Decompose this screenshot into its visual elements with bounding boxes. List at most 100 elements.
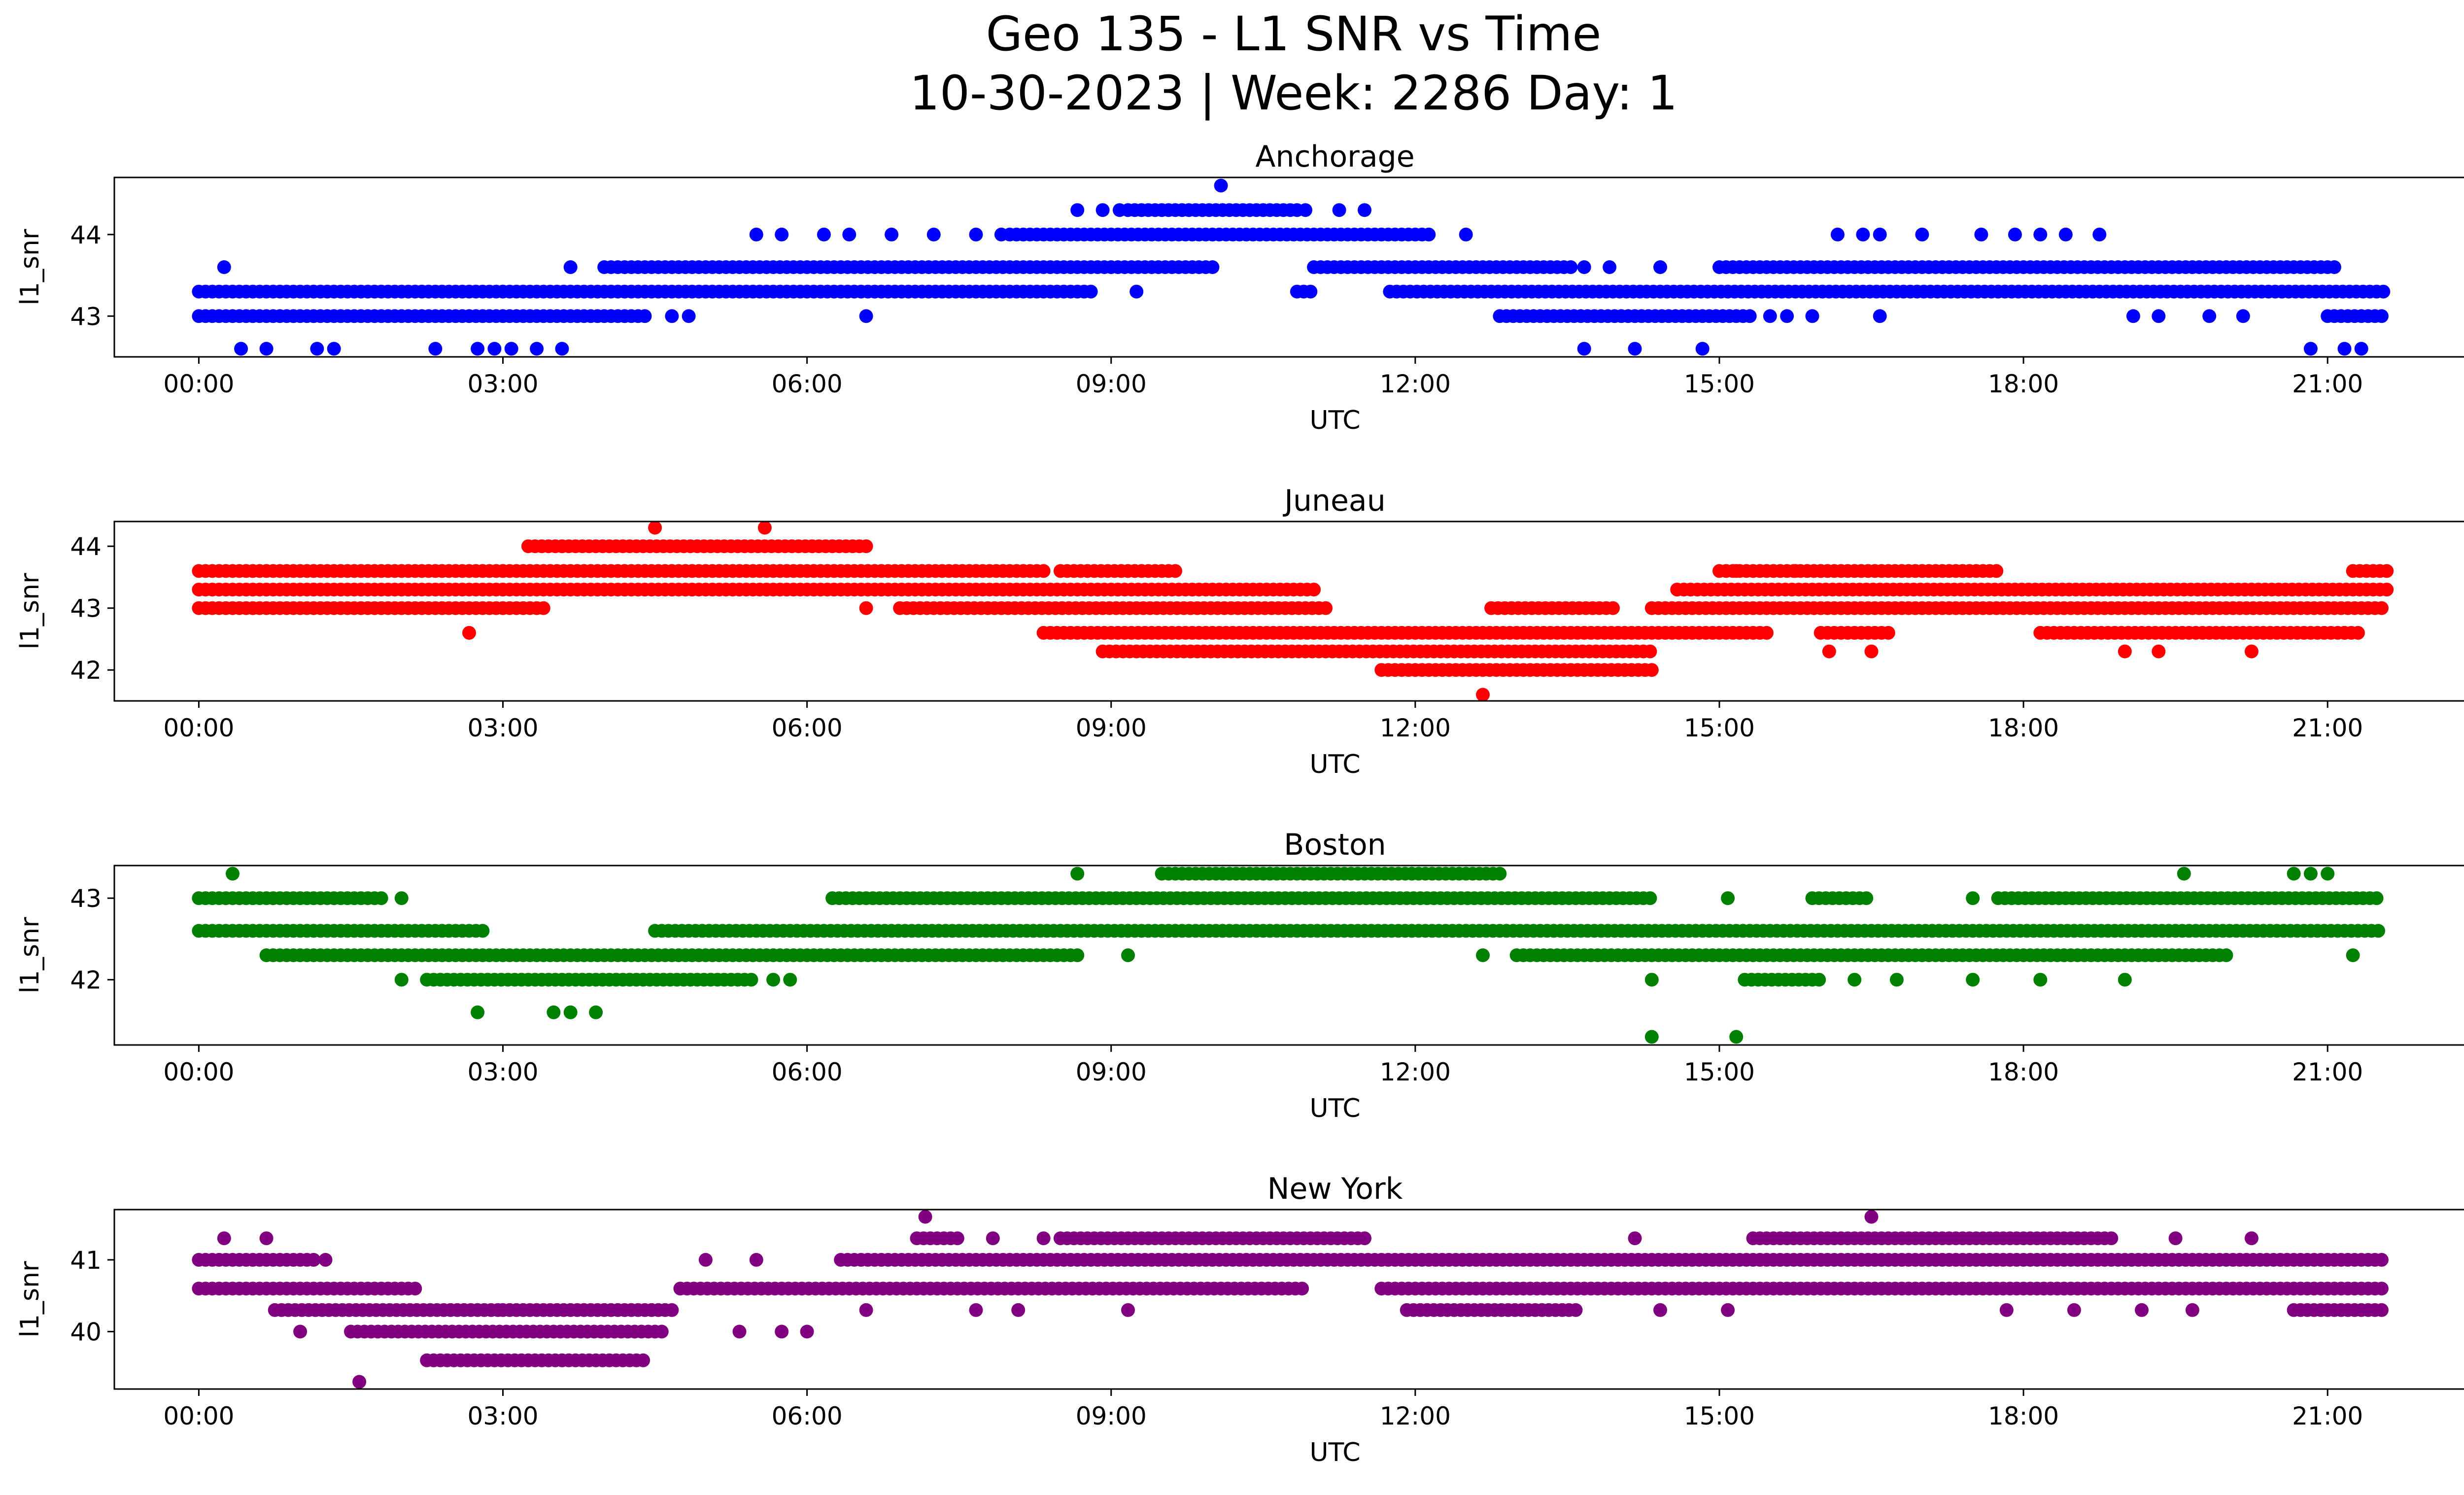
data-point — [2104, 1231, 2119, 1246]
data-point — [744, 973, 758, 987]
data-point — [732, 1324, 747, 1339]
data-point — [2244, 644, 2259, 659]
data-point — [2244, 1231, 2259, 1246]
data-point — [2118, 973, 2132, 987]
data-point — [1822, 644, 1836, 659]
x-tick-label: 18:00 — [1988, 1402, 2059, 1430]
data-point — [842, 227, 856, 242]
data-point — [1763, 309, 1777, 323]
data-point — [1848, 973, 1862, 987]
data-point — [2219, 948, 2233, 962]
x-tick-label: 21:00 — [2292, 1402, 2363, 1430]
data-point — [1121, 948, 1135, 962]
data-point — [2033, 227, 2048, 242]
data-point — [310, 342, 324, 356]
data-point — [2168, 1231, 2183, 1246]
scatter-points — [192, 1210, 2389, 1389]
x-tick-label: 00:00 — [163, 1402, 234, 1430]
data-point — [969, 227, 983, 242]
data-point — [1214, 178, 1228, 193]
y-tick-label: 44 — [70, 532, 102, 561]
x-tick-label: 21:00 — [2292, 1058, 2363, 1086]
data-point — [926, 227, 941, 242]
data-point — [1011, 1303, 1026, 1317]
data-point — [665, 1303, 679, 1317]
data-point — [2374, 309, 2389, 323]
data-point — [885, 227, 899, 242]
data-point — [1643, 644, 1657, 659]
data-point — [1830, 227, 1845, 242]
data-point — [462, 626, 476, 640]
x-axis-label: UTC — [1309, 1094, 1360, 1123]
data-point — [476, 924, 490, 938]
x-tick-label: 18:00 — [1988, 1058, 2059, 1086]
data-point — [259, 342, 274, 356]
data-point — [428, 342, 443, 356]
x-tick-label: 03:00 — [467, 1058, 538, 1086]
x-tick-label: 03:00 — [467, 1402, 538, 1430]
data-point — [648, 521, 662, 535]
data-point — [318, 1252, 333, 1267]
data-point — [1814, 564, 1828, 578]
data-point — [1070, 948, 1085, 962]
data-point — [2346, 948, 2360, 962]
data-point — [994, 227, 1008, 242]
figure-title-line-2: 10-30-2023 | Week: 2286 Day: 1 — [910, 66, 1678, 121]
axes-frame — [113, 1209, 2464, 1390]
data-point — [665, 309, 679, 323]
data-point — [1695, 342, 1710, 356]
x-tick-label: 09:00 — [1076, 714, 1147, 742]
data-point — [1721, 891, 1735, 905]
data-point — [1358, 203, 1371, 217]
x-tick-label: 00:00 — [163, 714, 234, 742]
data-point — [1577, 342, 1591, 356]
x-tick-label: 15:00 — [1684, 714, 1755, 742]
x-tick-label: 06:00 — [772, 1058, 843, 1086]
x-tick-label: 00:00 — [163, 1058, 234, 1086]
data-point — [1603, 260, 1617, 274]
data-point — [1812, 973, 1826, 987]
data-point — [1459, 227, 1473, 242]
data-point — [1095, 203, 1110, 217]
data-point — [2135, 1303, 2149, 1317]
data-point — [1319, 601, 1333, 615]
data-point — [2185, 1303, 2199, 1317]
data-point — [1889, 973, 1904, 987]
data-point — [374, 891, 388, 905]
data-point — [394, 891, 409, 905]
data-point — [636, 1353, 650, 1367]
x-tick-label: 12:00 — [1380, 714, 1451, 742]
data-point — [783, 973, 797, 987]
y-tick-label: 41 — [70, 1246, 102, 1275]
scatter-points — [192, 521, 2394, 702]
data-point — [2376, 284, 2391, 299]
data-point — [408, 1282, 422, 1296]
subplot-anchorage: Anchorage 00:00 03:00 06:00 09:00 12:00 15:00 1… — [15, 139, 2464, 435]
data-point — [2374, 1282, 2389, 1296]
x-axis-label: UTC — [1309, 750, 1360, 779]
data-point — [1881, 626, 1895, 640]
data-point — [536, 601, 550, 615]
data-point — [1759, 626, 1774, 640]
data-point — [563, 1005, 578, 1019]
data-point — [1606, 601, 1620, 615]
y-tick-label: 40 — [70, 1318, 102, 1347]
x-tick-label: 18:00 — [1988, 714, 2059, 742]
data-point — [986, 1231, 1000, 1246]
data-point — [2374, 601, 2389, 615]
y-tick-label: 44 — [70, 221, 102, 249]
data-point — [1864, 644, 1879, 659]
x-tick-label: 09:00 — [1076, 1058, 1147, 1086]
data-point — [1915, 227, 1929, 242]
data-point — [749, 227, 763, 242]
data-point — [259, 1231, 274, 1246]
data-point — [1577, 260, 1591, 274]
data-point — [969, 1303, 983, 1317]
data-point — [859, 601, 873, 615]
data-point — [504, 342, 518, 356]
data-point — [487, 342, 502, 356]
data-point — [2177, 867, 2191, 881]
data-point — [2337, 626, 2352, 640]
data-point — [2369, 891, 2384, 905]
data-point — [1859, 891, 1874, 905]
